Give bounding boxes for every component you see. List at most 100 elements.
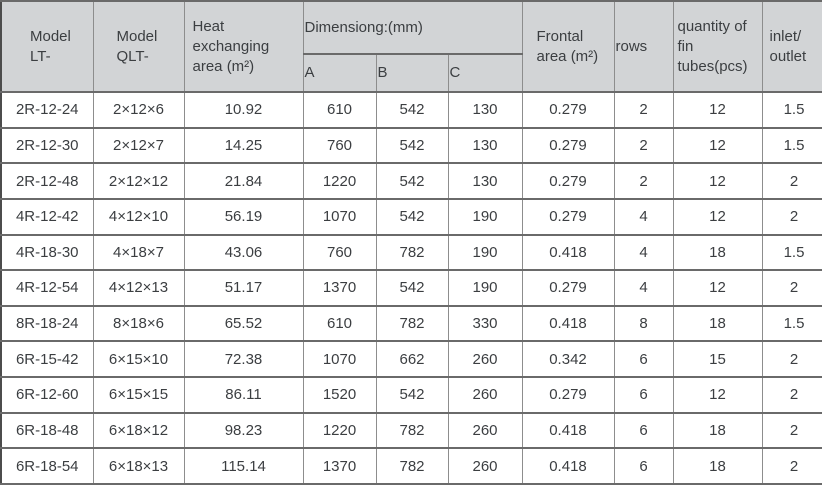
cell-fin_tubes_qty: 18 — [672, 447, 763, 485]
cell-fin_tubes_qty: 12 — [672, 376, 763, 414]
cell-rows: 6 — [613, 376, 674, 414]
col-header-frontal-area: Frontal area (m²) — [521, 0, 615, 93]
cell-dim_c: 260 — [447, 340, 523, 378]
cell-dim_a: 610 — [302, 91, 377, 129]
cell-dim_b: 542 — [375, 269, 449, 307]
cell-dim_b: 782 — [375, 447, 449, 485]
cell-rows: 6 — [613, 340, 674, 378]
cell-model_lt: 4R-12-54 — [0, 269, 94, 307]
cell-heat_exchanging_area: 51.17 — [183, 269, 304, 307]
cell-model_qlt: 8×18×6 — [92, 304, 185, 343]
cell-frontal_area: 0.279 — [521, 162, 615, 200]
cell-model_qlt: 6×15×10 — [92, 340, 185, 378]
cell-dim_c: 260 — [447, 376, 523, 414]
col-header-heat-exchanging-area: Heat exchanging area (m²) — [183, 0, 304, 93]
cell-rows: 6 — [613, 411, 674, 450]
cell-dim_b: 542 — [375, 91, 449, 129]
cell-dim_c: 260 — [447, 411, 523, 450]
cell-inlet_outlet: 1.5 — [761, 126, 822, 165]
table-row: 6R-15-42 6×15×10 72.38 1070 662 260 0.342 6 15 2 — [0, 340, 822, 378]
cell-frontal_area: 0.279 — [521, 126, 615, 165]
cell-heat_exchanging_area: 10.92 — [183, 91, 304, 129]
cell-model_qlt: 4×12×13 — [92, 269, 185, 307]
cell-dim_c: 260 — [447, 447, 523, 485]
cell-model_lt: 2R-12-30 — [0, 126, 94, 165]
cell-rows: 2 — [613, 126, 674, 165]
cell-model_qlt: 6×18×12 — [92, 411, 185, 450]
cell-dim_a: 760 — [302, 233, 377, 272]
cell-heat_exchanging_area: 56.19 — [183, 197, 304, 236]
cell-fin_tubes_qty: 12 — [672, 269, 763, 307]
cell-inlet_outlet: 1.5 — [761, 233, 822, 272]
cell-inlet_outlet: 2 — [761, 447, 822, 485]
cell-rows: 4 — [613, 233, 674, 272]
cell-dim_a: 1070 — [302, 197, 377, 236]
cell-dim_c: 190 — [447, 269, 523, 307]
cell-inlet_outlet: 2 — [761, 269, 822, 307]
cell-frontal_area: 0.279 — [521, 91, 615, 129]
cell-inlet_outlet: 2 — [761, 162, 822, 200]
cell-model_lt: 6R-18-54 — [0, 447, 94, 485]
cell-dim_b: 542 — [375, 126, 449, 165]
cell-inlet_outlet: 2 — [761, 376, 822, 414]
table-row: 4R-18-30 4×18×7 43.06 760 782 190 0.418 4 18 1.5 — [0, 233, 822, 272]
cell-rows: 4 — [613, 197, 674, 236]
cell-dim_a: 1070 — [302, 340, 377, 378]
cell-frontal_area: 0.279 — [521, 376, 615, 414]
cell-dim_a: 1370 — [302, 269, 377, 307]
table-row: 6R-18-48 6×18×12 98.23 1220 782 260 0.418 6 18 2 — [0, 411, 822, 450]
cell-heat_exchanging_area: 21.84 — [183, 162, 304, 200]
cell-model_lt: 8R-18-24 — [0, 304, 94, 343]
col-header-dimensions-group: Dimensiong:(mm) — [302, 0, 523, 55]
cell-dim_c: 330 — [447, 304, 523, 343]
cell-fin_tubes_qty: 12 — [672, 162, 763, 200]
cell-frontal_area: 0.342 — [521, 340, 615, 378]
col-header-dim-c: C — [447, 53, 523, 93]
cell-dim_a: 1520 — [302, 376, 377, 414]
cell-fin_tubes_qty: 18 — [672, 411, 763, 450]
cell-frontal_area: 0.279 — [521, 197, 615, 236]
cell-frontal_area: 0.418 — [521, 233, 615, 272]
cell-fin_tubes_qty: 18 — [672, 304, 763, 343]
cell-dim_b: 542 — [375, 376, 449, 414]
cell-frontal_area: 0.418 — [521, 447, 615, 485]
cell-rows: 2 — [613, 162, 674, 200]
col-header-dim-b: B — [375, 53, 449, 93]
cell-dim_b: 542 — [375, 197, 449, 236]
cell-frontal_area: 0.418 — [521, 304, 615, 343]
cell-model_lt: 6R-12-60 — [0, 376, 94, 414]
cell-heat_exchanging_area: 98.23 — [183, 411, 304, 450]
cell-heat_exchanging_area: 72.38 — [183, 340, 304, 378]
table-row: 4R-12-54 4×12×13 51.17 1370 542 190 0.279 4 12 2 — [0, 269, 822, 307]
cell-inlet_outlet: 2 — [761, 197, 822, 236]
col-header-inlet-outlet: inlet/ outlet — [761, 0, 822, 93]
cell-inlet_outlet: 2 — [761, 340, 822, 378]
cell-model_lt: 4R-12-42 — [0, 197, 94, 236]
cell-frontal_area: 0.279 — [521, 269, 615, 307]
cell-heat_exchanging_area: 86.11 — [183, 376, 304, 414]
cell-model_qlt: 6×15×15 — [92, 376, 185, 414]
col-header-rows: rows — [613, 0, 674, 93]
table-row: 4R-12-42 4×12×10 56.19 1070 542 190 0.279 4 12 2 — [0, 197, 822, 236]
header-row-main: Model LT- Model QLT- Heat exchanging are… — [0, 0, 822, 93]
cell-model_qlt: 2×12×12 — [92, 162, 185, 200]
table-header: Model LT- Model QLT- Heat exchanging are… — [0, 0, 822, 93]
cell-rows: 6 — [613, 447, 674, 485]
table-row: 2R-12-24 2×12×6 10.92 610 542 130 0.279 2 12 1.5 — [0, 91, 822, 129]
cell-model_lt: 4R-18-30 — [0, 233, 94, 272]
cell-heat_exchanging_area: 115.14 — [183, 447, 304, 485]
cell-dim_c: 130 — [447, 162, 523, 200]
cell-dim_b: 542 — [375, 162, 449, 200]
cell-model_qlt: 4×12×10 — [92, 197, 185, 236]
cell-dim_a: 1220 — [302, 411, 377, 450]
cell-dim_c: 130 — [447, 126, 523, 165]
cell-heat_exchanging_area: 14.25 — [183, 126, 304, 165]
header-row-dimensions: A B C — [1, 53, 822, 93]
cell-dim_c: 190 — [447, 197, 523, 236]
cell-dim_b: 782 — [375, 411, 449, 450]
cell-inlet_outlet: 2 — [761, 411, 822, 450]
cell-model_lt: 6R-15-42 — [0, 340, 94, 378]
cell-dim_b: 662 — [375, 340, 449, 378]
cell-rows: 8 — [613, 304, 674, 343]
